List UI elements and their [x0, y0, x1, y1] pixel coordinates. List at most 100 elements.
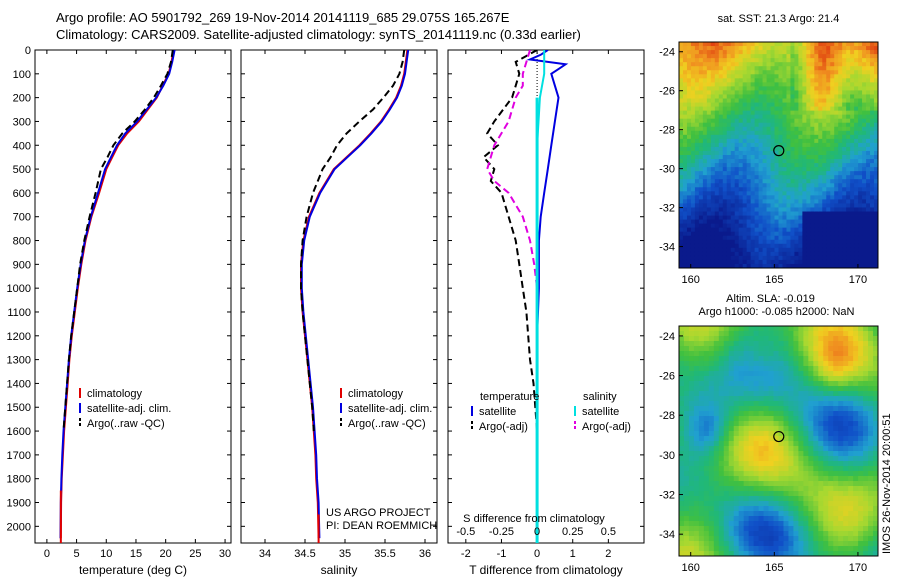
sla-map-cell — [703, 511, 710, 517]
sst-map-cell — [722, 259, 728, 265]
sla-map-cell — [713, 461, 720, 467]
sst-map-cell — [870, 235, 875, 241]
sla-map-cell — [828, 391, 834, 397]
sla-map-cell — [753, 341, 760, 347]
sla-map-cell — [679, 491, 685, 497]
sst-map-cell — [686, 70, 692, 75]
sla-map-cell — [679, 326, 685, 332]
sst-map-cell — [850, 90, 855, 95]
sst-map-cell — [774, 138, 779, 144]
sal-legend-label: climatology — [348, 388, 404, 400]
sst-map-cell — [810, 227, 815, 233]
sla-map-cell — [783, 541, 789, 547]
sst-map-cell — [766, 243, 771, 249]
sla-map-cell — [708, 546, 715, 552]
sst-map-cell — [826, 122, 831, 128]
sst-map-cell — [762, 98, 767, 103]
sla-map-cell — [793, 536, 799, 542]
sst-map-cell — [698, 46, 704, 51]
sla-map-cell — [798, 331, 804, 337]
sla-map-cell — [818, 356, 824, 362]
sla-map-cell — [718, 426, 725, 432]
sla-map-cell — [798, 466, 804, 472]
sla-map-cell — [828, 546, 834, 552]
sst-map-cell — [690, 150, 696, 156]
sst-map-cell — [790, 247, 795, 253]
sla-map-cell — [863, 376, 869, 382]
sst-map-cell — [679, 243, 684, 249]
sla-map-cell — [843, 516, 849, 522]
depth-tick-label: 2000 — [7, 521, 31, 533]
sla-map-cell — [748, 361, 755, 367]
sst-map-cell — [818, 259, 823, 265]
sst-map-cell — [770, 82, 775, 87]
sla-map-cell — [698, 511, 705, 517]
sst-map-cell — [866, 211, 871, 216]
sst-map-cell — [794, 130, 799, 136]
sst-map-cell — [718, 255, 724, 261]
sla-map-cell — [793, 421, 799, 427]
sst-map-cell — [810, 74, 815, 79]
sla-map-cell — [813, 391, 819, 397]
sla-map-cell — [688, 531, 695, 537]
sst-map-cell — [682, 179, 688, 184]
sst-map-cell — [682, 78, 688, 83]
sst-map-cell — [758, 134, 763, 140]
sla-map-cell — [863, 451, 869, 457]
sla-map-cell — [738, 361, 745, 367]
sla-map-cell — [808, 386, 814, 392]
sla-map-cell — [753, 456, 760, 462]
sst-map-cell — [718, 203, 724, 208]
sst-map-cell — [694, 223, 700, 229]
sla-map-cell — [853, 456, 859, 462]
sla-map-cell — [833, 376, 839, 382]
sla-map-cell — [683, 506, 690, 512]
sst-map-cell — [682, 102, 688, 107]
sla-map-cell — [808, 461, 814, 467]
sst-map-cell — [874, 50, 879, 55]
sla-map-cell — [828, 486, 834, 492]
sla-map-cell — [778, 401, 784, 407]
sla-map-cell — [693, 481, 700, 487]
sla-map-cell — [683, 396, 690, 402]
sla-map-cell — [683, 341, 690, 347]
sst-map-cell — [694, 114, 700, 120]
sst-map-cell — [874, 106, 879, 112]
sst-map-cell — [726, 211, 732, 216]
sst-map-cell — [746, 195, 752, 200]
sst-map-cell — [770, 155, 775, 160]
sla-map-cell — [808, 396, 814, 402]
sla-map-cell — [828, 356, 834, 362]
sst-map-cell — [754, 126, 759, 132]
sla-map-cell — [868, 491, 874, 497]
sla-map-cell — [778, 486, 784, 492]
sst-map-cell — [862, 42, 867, 47]
sla-map-cell — [818, 381, 824, 387]
sst-map-cell — [774, 227, 779, 233]
sst-map-cell — [798, 86, 803, 91]
depth-tick-label: 900 — [13, 259, 31, 271]
sst-map-cell — [778, 159, 783, 164]
sla-map-cell — [728, 516, 735, 522]
sla-map-cell — [793, 531, 799, 537]
sst-map-cell — [686, 118, 692, 124]
sst-map-cell — [818, 187, 823, 192]
sst-map-cell — [694, 66, 700, 71]
sst-map-cell — [782, 179, 787, 184]
sst-map-cell — [702, 142, 708, 148]
sla-map-cell — [679, 381, 685, 387]
sst-map-cell — [858, 74, 863, 79]
sst-map-cell — [714, 159, 720, 164]
sst-map-cell — [862, 227, 867, 233]
sst-map-cell — [730, 171, 736, 176]
sla-map-cell — [728, 466, 735, 472]
sst-map-cell — [690, 58, 696, 63]
sla-map-cell — [748, 461, 755, 467]
sla-map-cell — [808, 551, 814, 557]
sst-map-cell — [726, 106, 732, 112]
sst-map-cell — [814, 66, 819, 71]
sst-map-cell — [846, 163, 851, 168]
sst-map-cell — [874, 98, 879, 103]
sst-map-cell — [810, 263, 815, 269]
sla-map-cell — [823, 526, 829, 532]
